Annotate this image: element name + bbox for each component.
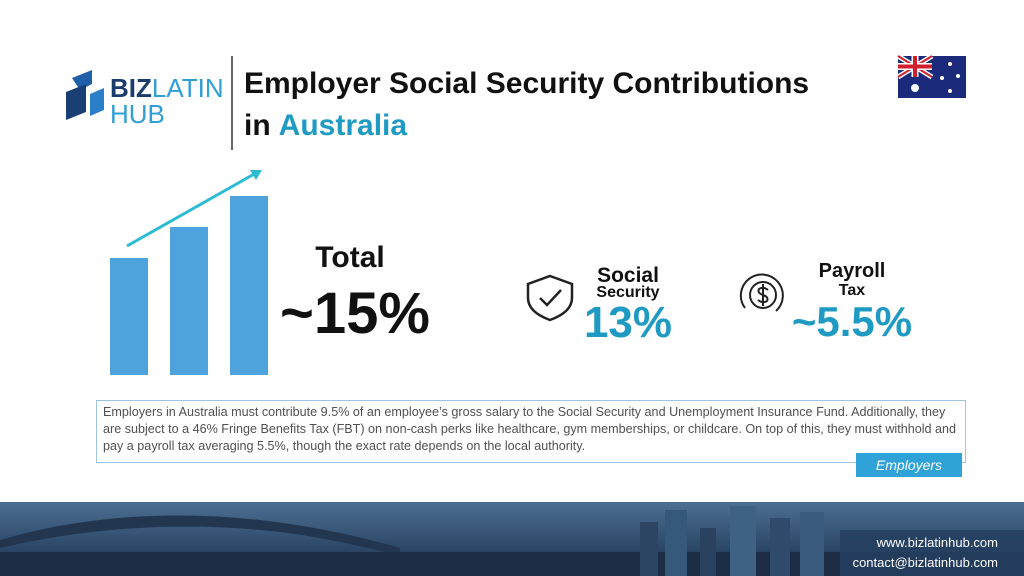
social-sublabel: Security xyxy=(596,284,659,301)
building xyxy=(665,510,687,576)
flag-cross-red xyxy=(898,56,932,77)
footer-image xyxy=(0,502,1024,576)
footer-email: contact@bizlatinhub.com xyxy=(852,555,998,570)
bridge xyxy=(0,515,400,556)
logo: BIZLATIN HUB xyxy=(66,70,224,129)
shield-icon xyxy=(526,274,574,322)
title-highlight: Australia xyxy=(279,109,408,142)
social-label: Social xyxy=(597,264,659,287)
dollar-sign xyxy=(757,284,769,306)
total-label: Total xyxy=(315,241,384,274)
title-prefix: in xyxy=(244,109,271,142)
title-line1: Employer Social Security Contributions xyxy=(244,67,809,100)
payroll-sublabel: Tax xyxy=(839,282,865,299)
title-line2: in Australia xyxy=(244,109,407,142)
logo-latin: LATIN xyxy=(152,73,224,103)
dollar-circle xyxy=(739,273,784,312)
dollar-icon xyxy=(739,273,784,312)
flag-star xyxy=(948,89,952,93)
tag: Employers xyxy=(856,453,962,477)
total-value: ~15% xyxy=(280,281,430,346)
logo-mark xyxy=(66,84,86,120)
building xyxy=(800,512,824,576)
shield xyxy=(526,274,574,322)
payroll-label: Payroll xyxy=(819,260,886,282)
flag xyxy=(896,53,966,98)
dollar-inner xyxy=(749,281,777,309)
logo-hub: HUB xyxy=(110,99,165,129)
icon-arrow xyxy=(126,171,257,248)
building xyxy=(640,522,658,576)
building xyxy=(700,528,716,576)
logo-mark xyxy=(72,70,92,90)
building xyxy=(730,506,756,576)
building xyxy=(770,518,790,576)
payroll-value: ~5.5% xyxy=(792,298,912,345)
shield-check xyxy=(539,289,562,307)
growth-icon xyxy=(110,170,268,375)
footer-website: www.bizlatinhub.com xyxy=(876,535,998,550)
icon-bar xyxy=(230,196,268,375)
flag-star xyxy=(956,74,960,78)
footer-panel xyxy=(840,530,1024,576)
flag-star xyxy=(911,84,919,92)
flag-star xyxy=(948,62,952,66)
logo-text: BIZLATIN xyxy=(110,73,224,103)
flag-star xyxy=(940,76,944,80)
description: Employers in Australia must contribute 9… xyxy=(96,400,966,463)
icon-bar xyxy=(170,227,208,375)
logo-biz: BIZ xyxy=(110,73,152,103)
icon-bar xyxy=(110,258,148,375)
icon-arrowhead xyxy=(250,170,262,180)
social-value: 13% xyxy=(584,298,672,347)
logo-mark xyxy=(90,88,104,116)
